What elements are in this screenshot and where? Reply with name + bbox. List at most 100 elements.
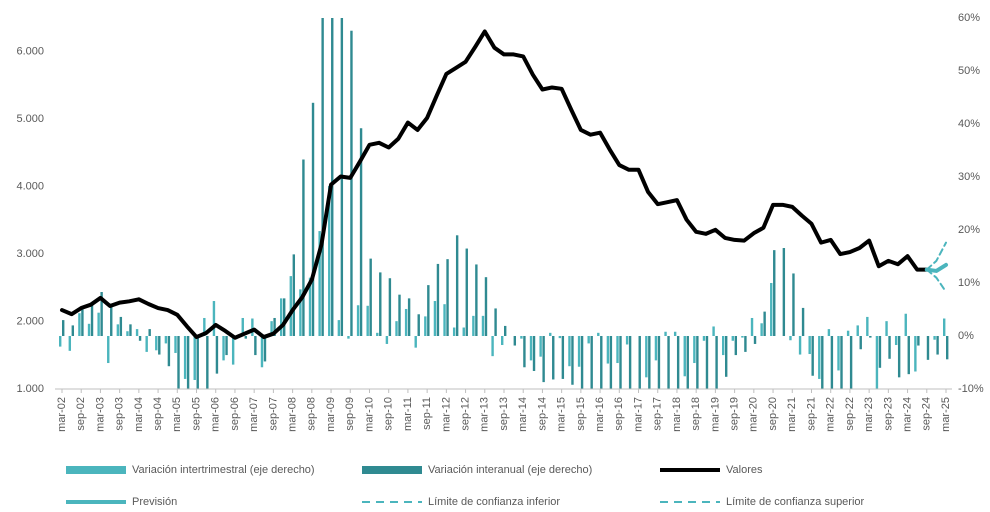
bar [484, 277, 488, 336]
bar [491, 336, 494, 357]
bar [760, 323, 763, 336]
bar [917, 336, 920, 346]
line-series [925, 268, 947, 293]
bar [654, 336, 658, 361]
bar [251, 318, 254, 336]
bar [811, 336, 814, 376]
bar [859, 336, 862, 350]
x-tick-label: sep-16 [613, 397, 625, 431]
bar-layer [59, 18, 949, 389]
x-tick-label: sep-13 [498, 397, 510, 431]
x-tick-label: sep-02 [75, 397, 87, 431]
legend-label: Variación intertrimestral (eje derecho) [132, 464, 315, 476]
bar [693, 336, 696, 364]
x-tick-label: sep-04 [152, 397, 164, 431]
x-tick-label: sep-21 [805, 397, 817, 431]
y-tick-label: 3.000 [16, 248, 44, 260]
bar [369, 258, 372, 336]
bar [657, 336, 661, 389]
bar [347, 336, 350, 339]
bar [856, 325, 859, 336]
bar [501, 336, 504, 346]
x-tick-label: sep-19 [729, 397, 741, 431]
bar [164, 336, 168, 344]
bar [186, 336, 190, 389]
bar [558, 336, 562, 339]
x-tick-label: mar-23 [863, 397, 875, 432]
bar [494, 308, 497, 336]
bar [712, 326, 715, 336]
bar [481, 315, 485, 336]
bar [676, 336, 680, 389]
bar [263, 336, 267, 362]
bar [770, 283, 773, 336]
bar [331, 18, 334, 336]
bar [167, 336, 171, 367]
bar [849, 336, 853, 389]
y2-tick-label: 50% [958, 65, 980, 77]
bar [350, 30, 353, 336]
x-tick-label: mar-20 [748, 397, 760, 432]
bar [174, 336, 177, 353]
bar [417, 314, 420, 336]
bar [664, 331, 667, 336]
bar [212, 301, 216, 336]
bar [97, 312, 100, 336]
bar [244, 336, 247, 339]
bar [436, 263, 440, 336]
x-tick-label: mar-24 [901, 397, 913, 432]
y2-tick-label: 0% [958, 330, 974, 342]
bar [600, 336, 603, 389]
line-series [924, 262, 948, 273]
bar [904, 313, 907, 336]
bar [741, 336, 744, 338]
bar [311, 102, 315, 336]
bar [283, 298, 286, 336]
bar [750, 317, 754, 336]
x-tick-label: mar-13 [479, 397, 491, 432]
bar [472, 315, 475, 336]
bar [280, 298, 283, 336]
x-tick-label: sep-24 [921, 397, 933, 431]
bar [539, 336, 542, 357]
bar [318, 231, 321, 336]
bar [414, 336, 417, 348]
bar [888, 336, 891, 359]
bar [606, 336, 610, 364]
x-tick-label: mar-18 [671, 397, 683, 432]
bar [609, 336, 613, 389]
bar [696, 336, 699, 389]
bar [260, 336, 264, 368]
bar [359, 128, 363, 336]
bar [376, 332, 379, 336]
bar [78, 313, 81, 336]
bar [302, 159, 305, 336]
x-tick-label: mar-03 [94, 397, 106, 432]
bar [529, 336, 533, 361]
bar [270, 321, 273, 336]
x-tick-label: mar-14 [517, 397, 529, 432]
legend-label: Valores [726, 464, 763, 476]
bar [398, 294, 401, 336]
bar [308, 277, 312, 336]
bar [542, 336, 545, 383]
bar [869, 336, 872, 338]
bar [62, 320, 65, 336]
bar [840, 336, 843, 389]
bar [433, 301, 437, 336]
x-tick-label: mar-21 [786, 397, 798, 432]
bar [897, 336, 901, 378]
bar [532, 336, 536, 371]
x-tick-label: mar-10 [363, 397, 375, 432]
line-series [60, 29, 929, 340]
y2-tick-label: 30% [958, 171, 980, 183]
x-tick-label: mar-19 [709, 397, 721, 432]
bar [568, 336, 571, 367]
bar [818, 336, 821, 379]
x-tick-label: sep-07 [267, 397, 279, 431]
bar [388, 278, 392, 336]
x-tick-label: sep-08 [306, 397, 318, 431]
y-tick-label: 5.000 [16, 113, 44, 125]
bar [135, 329, 139, 336]
